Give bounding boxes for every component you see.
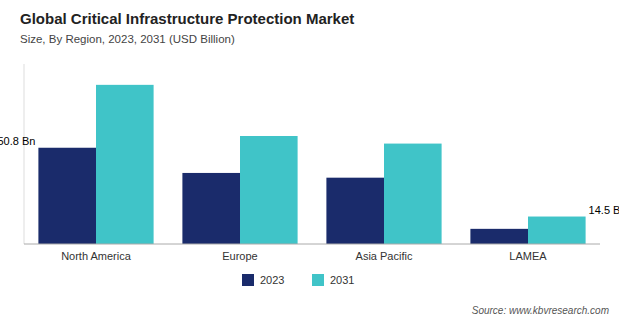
source-note: Source: www.kbvresearch.com: [472, 305, 609, 316]
legend-swatch: [312, 274, 324, 286]
legend: 2023 2031: [242, 274, 354, 286]
bar: [384, 144, 442, 244]
data-label: 14.5 Bn: [589, 204, 619, 216]
chart-subtitle: Size, By Region, 2023, 2031 (USD Billion…: [20, 33, 235, 45]
bar: [96, 85, 154, 244]
x-tick-label: LAMEA: [509, 250, 547, 262]
chart-title: Global Critical Infrastructure Protectio…: [20, 10, 354, 27]
x-tick-label: North America: [61, 250, 132, 262]
bar: [182, 173, 240, 244]
data-label: 50.8 Bn: [0, 135, 35, 147]
bar: [470, 229, 528, 244]
bar: [38, 148, 96, 244]
chart-svg: Global Critical Infrastructure Protectio…: [0, 0, 619, 322]
bar: [326, 178, 384, 244]
bars: [38, 85, 585, 244]
legend-label: 2023: [260, 274, 284, 286]
legend-swatch: [242, 274, 254, 286]
bar: [240, 136, 298, 244]
x-axis-line: [24, 244, 600, 245]
bar: [528, 217, 586, 244]
y-axis-line: [24, 64, 25, 244]
x-tick-label: Europe: [222, 250, 257, 262]
x-tick-label: Asia Pacific: [356, 250, 413, 262]
chart-container: Global Critical Infrastructure Protectio…: [0, 0, 619, 322]
legend-label: 2031: [330, 274, 354, 286]
